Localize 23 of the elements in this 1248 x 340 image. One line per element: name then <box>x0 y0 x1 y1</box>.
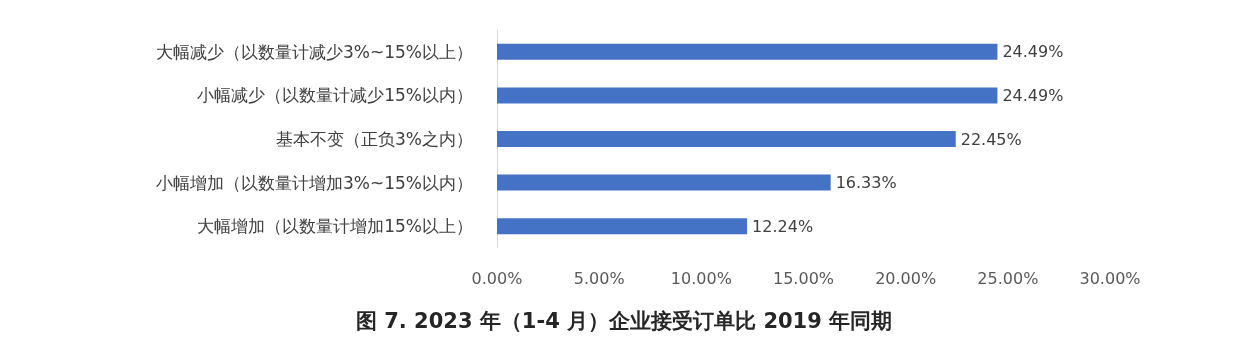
y-tick-label: 小幅增加（以数量计增加3%~15%以内） <box>156 172 473 193</box>
x-tick-label: 5.00% <box>573 268 625 288</box>
data-label: 24.49% <box>1002 42 1064 62</box>
x-tick-label: 10.00% <box>670 268 732 288</box>
x-tick-label: 0.00% <box>471 268 523 288</box>
data-label: 24.49% <box>1002 85 1064 105</box>
x-tick-label: 15.00% <box>772 268 835 288</box>
bar <box>497 87 998 104</box>
y-tick-label: 基本不变（正负3%之内） <box>276 129 473 149</box>
bar <box>497 174 831 191</box>
data-label: 12.24% <box>752 216 814 236</box>
y-tick-label: 大幅减少（以数量计减少3%~15%以上） <box>156 41 473 62</box>
bar <box>497 43 998 60</box>
x-tick-label: 25.00% <box>977 268 1039 288</box>
bar <box>497 131 956 147</box>
y-tick-label: 大幅增加（以数量计增加15%以上） <box>197 216 473 237</box>
x-tick-label: 30.00% <box>1079 268 1141 288</box>
y-tick-label: 小幅减少（以数量计减少15%以内） <box>197 85 473 106</box>
data-label: 22.45% <box>960 129 1022 149</box>
bar <box>497 218 748 235</box>
text: 图 7. 2023 年（1-4 月）企业接受订单比 2019 年同期 <box>355 308 893 333</box>
x-tick-label: 20.00% <box>875 268 937 288</box>
data-label: 16.33% <box>835 173 897 193</box>
